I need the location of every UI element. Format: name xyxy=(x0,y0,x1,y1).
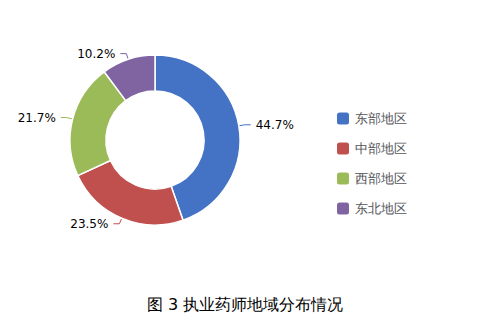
svg-text:东北地区: 东北地区 xyxy=(355,201,407,216)
svg-text:东部地区: 东部地区 xyxy=(355,111,407,126)
svg-text:21.7%: 21.7% xyxy=(18,111,56,125)
svg-text:44.7%: 44.7% xyxy=(256,118,294,132)
svg-text:23.5%: 23.5% xyxy=(70,217,108,231)
svg-text:西部地区: 西部地区 xyxy=(355,171,407,186)
svg-text:10.2%: 10.2% xyxy=(77,47,115,61)
svg-text:图 3 执业药师地域分布情况: 图 3 执业药师地域分布情况 xyxy=(147,295,343,314)
svg-text:中部地区: 中部地区 xyxy=(355,141,407,156)
